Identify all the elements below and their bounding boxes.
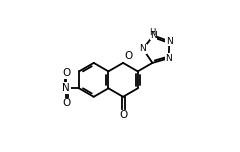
Text: N: N: [62, 83, 70, 93]
Text: N: N: [140, 44, 146, 53]
Text: N: N: [150, 31, 157, 40]
Text: N: N: [165, 54, 172, 63]
Text: H: H: [149, 28, 156, 37]
Text: N: N: [166, 37, 173, 46]
Text: O: O: [62, 98, 71, 108]
Text: O: O: [62, 68, 71, 78]
Text: O: O: [119, 110, 127, 120]
Text: O: O: [125, 51, 133, 61]
